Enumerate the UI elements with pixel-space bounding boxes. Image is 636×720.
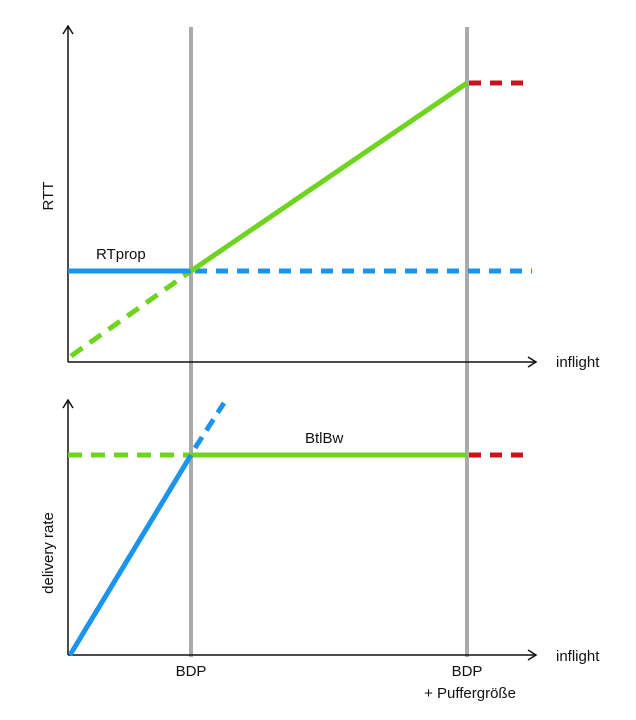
bdp-buffer-label-line2: + Puffergröße: [424, 685, 516, 702]
rtt-x-axis-arrow: [527, 356, 538, 368]
rtt-y-axis-arrow: [62, 24, 74, 35]
bdp-buffer-label-line1: BDP: [452, 663, 483, 680]
rate-y-axis-arrow: [62, 398, 74, 409]
rtt-green-dashed-segment: [69, 268, 193, 359]
rtt-chart: RTprop RTT inflight: [40, 24, 600, 371]
rtt-green-rising-line: [189, 80, 469, 274]
rate-blue-rising-line: [67, 453, 194, 657]
rtt-x-axis-label: inflight: [556, 354, 600, 371]
btlbw-label: BtlBw: [305, 430, 344, 447]
rate-x-axis-arrow: [527, 649, 538, 661]
rate-x-axis-label: inflight: [556, 648, 600, 665]
rate-y-axis-label: delivery rate: [40, 512, 57, 594]
delivery-rate-chart: BtlBw delivery rate inflight: [40, 398, 600, 665]
rtt-y-axis-label: RTT: [40, 182, 57, 211]
rtprop-label: RTprop: [96, 246, 146, 263]
bdp-label: BDP: [176, 663, 207, 680]
rate-blue-dashed-continuation: [192, 401, 227, 450]
